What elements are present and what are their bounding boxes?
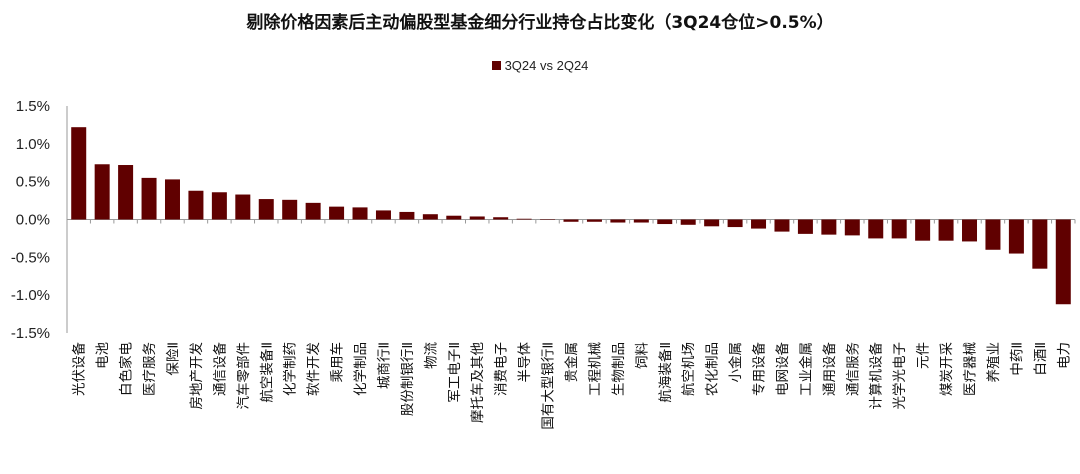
x-tick-label: 物流 [423,342,439,369]
bar [751,219,767,229]
bar [821,219,837,235]
bar [493,217,509,220]
x-tick-label: 保险Ⅱ [165,342,181,376]
bar [399,211,415,220]
y-tick-label: 0.0% [16,212,50,229]
x-tick-label: 消费电子 [494,342,510,396]
x-tick-label: 航海装备Ⅱ [657,342,674,403]
x-tick-label: 房地产开发 [189,342,205,410]
x-tick-label: 光伏设备 [71,342,88,396]
x-tick-label: 饲料 [634,342,650,369]
x-tick-label: 航空机场 [681,342,697,396]
x-tick-label: 乘用车 [329,342,346,383]
x-tick-label: 贵金属 [564,342,580,383]
x-tick-label: 航空装备Ⅱ [258,342,275,403]
bar [586,219,602,222]
bar [1055,219,1071,305]
bar [188,190,204,220]
x-tick-label: 电力 [1056,342,1072,369]
x-tick-label: 专用设备 [751,342,768,396]
x-tick-label: 计算机设备 [868,342,885,410]
y-tick-label: 0.5% [16,174,50,191]
bar [985,219,1001,250]
x-tick-label: 电池 [95,342,111,369]
x-tick-label: 软件开发 [306,342,322,396]
bar [94,164,110,220]
x-tick-label: 通用设备 [821,342,838,396]
bar [446,215,462,220]
x-tick-label: 养殖业 [985,342,1002,383]
bar [727,219,743,228]
x-tick-label: 医疗器械 [963,342,979,396]
bar [774,219,790,232]
x-tick-label: 半导体 [517,342,533,383]
x-tick-label: 工程机械 [587,342,603,396]
bar [633,219,649,223]
bar [118,165,134,220]
x-tick-label: 医疗服务 [142,342,158,396]
y-tick-label: 1.0% [16,136,50,153]
x-tick-label: 通信服务 [845,342,861,396]
bar [71,127,87,220]
bar [797,219,813,234]
x-tick-label: 工业金属 [798,342,814,396]
x-tick-label: 摩托车及其他 [469,342,486,423]
x-tick-label: 军工电子Ⅱ [447,342,463,403]
bar [540,219,556,220]
bar [610,219,626,223]
x-tick-label: 国有大型银行Ⅱ [541,342,557,430]
y-tick-label: 1.5% [16,98,50,115]
x-tick-label: 化学制品 [353,342,369,396]
x-tick-label: 生物制品 [611,342,627,396]
bar [305,202,321,220]
x-tick-label: 煤炭开采 [939,342,955,396]
bar [329,206,345,220]
bar [962,219,978,242]
bar [868,219,884,239]
bar [704,219,720,227]
bar [375,210,391,220]
x-tick-label: 中药Ⅱ [1009,342,1025,376]
bar [516,218,532,220]
bar [657,219,673,225]
x-tick-label: 白酒Ⅱ [1033,342,1049,376]
x-tick-label: 通信设备 [211,342,228,396]
x-tick-label: 光学光电子 [892,342,908,410]
bar [211,192,227,220]
bar [563,219,579,222]
x-tick-label: 小金属 [728,342,744,383]
x-tick-label: 汽车零部件 [235,342,252,410]
bar [235,194,251,220]
x-tick-label: 农化制品 [705,342,721,396]
x-tick-label: 元件 [916,342,932,369]
legend-swatch [491,61,501,70]
x-tick-label: 股份制银行Ⅱ [400,342,416,416]
bar [680,219,696,225]
legend: 3Q24 vs 2Q24 [0,58,1080,73]
bar [1008,219,1024,254]
x-tick-label: 电网设备 [774,342,791,396]
bar [422,214,438,220]
legend-label: 3Q24 vs 2Q24 [504,58,589,73]
bar [891,219,907,239]
bar [282,199,298,220]
bar [1032,219,1048,269]
bar [915,219,931,241]
bar [258,199,274,220]
bar [938,219,954,241]
bar [164,179,180,220]
chart-title: 剔除价格因素后主动偏股型基金细分行业持仓占比变化（3Q24仓位>0.5%） [246,13,834,33]
x-tick-label: 化学制药 [283,342,299,396]
bar [352,207,368,220]
bar [141,177,157,220]
bar [469,216,485,220]
y-tick-label: -1.5% [11,325,50,342]
x-tick-label: 白色家电 [118,342,135,396]
bar [844,219,860,236]
x-tick-label: 城商行Ⅱ [376,342,392,389]
y-tick-label: -1.0% [11,287,50,304]
y-tick-label: -0.5% [11,249,50,266]
